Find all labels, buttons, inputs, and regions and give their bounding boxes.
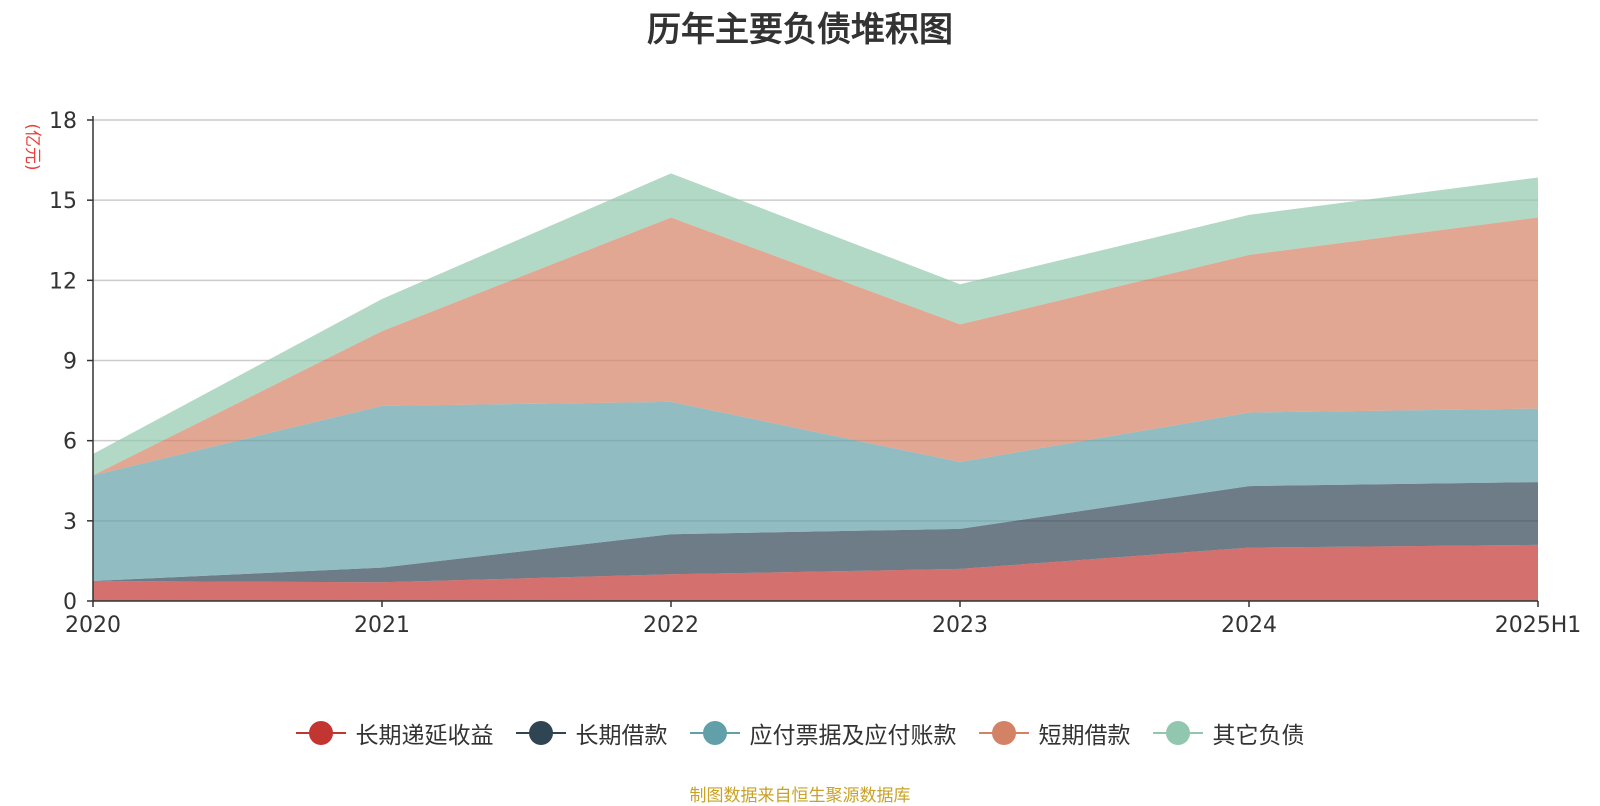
x-tick-label: 2024 — [1221, 613, 1277, 638]
area-series — [93, 173, 1538, 601]
area-series-2 — [93, 482, 1538, 583]
y-tick-label: 6 — [63, 430, 77, 455]
legend-label: 长期递延收益 — [355, 723, 494, 749]
legend-marker-icon — [689, 721, 740, 745]
y-tick-label: 3 — [63, 510, 77, 535]
x-tick-label: 2022 — [643, 613, 699, 638]
legend-marker-icon — [1152, 721, 1203, 745]
chart-title: 历年主要负债堆积图 — [647, 10, 953, 50]
legend: 长期递延收益 长期借款 应付票据及应付账款 短期借款 其它负债 — [0, 716, 1600, 750]
source-note: 制图数据来自恒生聚源数据库 — [689, 786, 911, 806]
legend-item[interactable]: 其它负债 — [1152, 716, 1305, 750]
x-tick-label: 2021 — [354, 613, 410, 638]
y-tick-label: 15 — [49, 189, 77, 214]
y-tick-label: 9 — [63, 350, 77, 375]
legend-marker-icon — [295, 721, 346, 745]
legend-label: 长期借款 — [575, 723, 668, 749]
legend-label: 其它负债 — [1212, 723, 1305, 749]
y-tick-label: 18 — [49, 109, 77, 134]
area-series-1 — [93, 544, 1538, 601]
legend-label: 短期借款 — [1038, 723, 1131, 749]
y-axis-label: (亿元) — [22, 123, 42, 170]
legend-item[interactable]: 应付票据及应付账款 — [689, 716, 957, 750]
x-tick-label: 2025H1 — [1495, 613, 1582, 638]
legend-item[interactable]: 短期借款 — [978, 716, 1131, 750]
legend-label: 应付票据及应付账款 — [749, 723, 957, 749]
axes: 0 3 6 9 12 15 18 2020 2021 2022 2023 2024 2025H1 — [49, 109, 1581, 638]
legend-marker-icon — [978, 721, 1029, 745]
area-series-5 — [93, 173, 1538, 476]
legend-item[interactable]: 长期借款 — [515, 716, 668, 750]
area-series-4 — [93, 217, 1538, 476]
y-tick-label: 12 — [49, 269, 77, 294]
x-tick-label: 2023 — [932, 613, 988, 638]
legend-marker-icon — [515, 721, 566, 745]
area-series-3 — [93, 401, 1538, 581]
stacked-area-chart: 0 3 6 9 12 15 18 2020 2021 2022 2023 2024 2025H1 (亿元… — [22, 109, 1581, 638]
x-tick-label: 2020 — [65, 613, 121, 638]
y-tick-label: 0 — [63, 590, 77, 615]
legend-item[interactable]: 长期递延收益 — [295, 716, 494, 750]
